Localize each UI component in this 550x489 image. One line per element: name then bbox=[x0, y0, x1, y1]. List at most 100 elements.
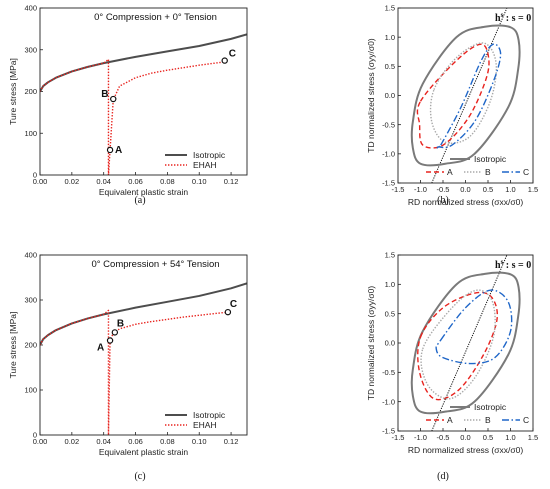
x-tick-label: 1.0 bbox=[505, 433, 515, 442]
point-marker-a bbox=[106, 337, 114, 344]
x-tick-label: 0.06 bbox=[128, 177, 143, 186]
point-marker-c bbox=[221, 57, 228, 64]
series-isotropic bbox=[410, 271, 521, 415]
point-label-b: B bbox=[101, 89, 108, 100]
x-tick-label: 0.08 bbox=[160, 437, 175, 446]
legend-label: Isotropic bbox=[193, 410, 226, 420]
x-tick-label: 0.10 bbox=[192, 177, 207, 186]
y-axis-label: Ture stress [MPa] bbox=[8, 58, 18, 125]
x-tick-label: 0.08 bbox=[160, 177, 175, 186]
x-tick-label: 0.5 bbox=[483, 185, 493, 194]
legend-label: C bbox=[523, 415, 529, 425]
x-tick-label: 0.04 bbox=[96, 437, 111, 446]
legend-label: Isotropic bbox=[193, 150, 226, 160]
plot-frame bbox=[397, 7, 534, 184]
y-tick-label: 0.5 bbox=[385, 309, 395, 318]
chart-title: 0° Compression + 0° Tension bbox=[94, 12, 217, 23]
point-marker-c bbox=[224, 308, 232, 316]
x-tick-label: 0.0 bbox=[460, 185, 470, 194]
point-marker-b bbox=[111, 329, 119, 336]
plot-area bbox=[40, 33, 247, 175]
plot-frame bbox=[39, 7, 248, 176]
x-tick-label: 0.06 bbox=[128, 437, 143, 446]
legend-label: A bbox=[447, 415, 453, 425]
y-tick-label: 300 bbox=[24, 45, 37, 54]
annotation: hs : s = 0 bbox=[495, 11, 531, 24]
legend-label: B bbox=[485, 167, 491, 177]
series-a bbox=[416, 43, 490, 149]
series-isotropic bbox=[40, 282, 247, 346]
y-axis-label: Ture stress [MPa] bbox=[8, 312, 18, 379]
reference-line bbox=[431, 8, 508, 183]
y-tick-label: 0 bbox=[33, 171, 37, 180]
x-tick-label: 0.02 bbox=[65, 177, 80, 186]
point-label-a: A bbox=[97, 343, 104, 354]
x-tick-label: 0.10 bbox=[192, 437, 207, 446]
y-tick-label: -0.5 bbox=[382, 368, 395, 377]
x-tick-label: 0.00 bbox=[33, 177, 48, 186]
y-tick-label: 300 bbox=[24, 296, 37, 305]
y-tick-label: 0 bbox=[33, 431, 37, 440]
y-tick-label: -0.5 bbox=[382, 120, 395, 129]
point-label-c: C bbox=[230, 299, 237, 310]
x-axis-label: Equivalent plastic strain bbox=[99, 187, 189, 197]
series-c bbox=[435, 289, 513, 365]
x-axis-label: RD normalized stress (σxx/σ0) bbox=[408, 197, 524, 207]
x-axis-label: RD normalized stress (σxx/σ0) bbox=[408, 445, 524, 455]
x-tick-label: -0.5 bbox=[437, 185, 450, 194]
x-tick-label: -0.5 bbox=[437, 433, 450, 442]
y-tick-label: 0.5 bbox=[385, 62, 395, 71]
series-isotropic bbox=[410, 24, 521, 167]
y-tick-label: -1.0 bbox=[382, 397, 395, 406]
series-a bbox=[417, 291, 499, 401]
y-tick-label: 1.0 bbox=[385, 280, 395, 289]
y-tick-label: -1.0 bbox=[382, 149, 395, 158]
y-tick-label: 0.0 bbox=[385, 91, 395, 100]
legend-label: EHAH bbox=[193, 160, 217, 170]
y-axis-label: TD normalized stress (σyy/σ0) bbox=[366, 38, 376, 153]
legend-label: Isotropic bbox=[474, 154, 507, 164]
panel-caption: (a) bbox=[134, 195, 145, 206]
y-tick-label: 100 bbox=[24, 386, 37, 395]
point-label-c: C bbox=[229, 49, 236, 60]
series-b bbox=[429, 42, 498, 144]
x-tick-label: 0.12 bbox=[224, 437, 239, 446]
plot-area bbox=[410, 8, 521, 183]
point-marker-b bbox=[110, 95, 117, 103]
legend-label: EHAH bbox=[193, 420, 217, 430]
x-tick-label: 1.5 bbox=[528, 185, 538, 194]
y-tick-label: -1.5 bbox=[382, 427, 395, 436]
x-tick-label: 1.0 bbox=[505, 185, 515, 194]
series-isotropic bbox=[40, 33, 247, 93]
x-tick-label: -1.0 bbox=[414, 433, 427, 442]
point-label-b: B bbox=[117, 318, 124, 329]
x-tick-label: 0.00 bbox=[33, 437, 48, 446]
x-tick-label: 0.04 bbox=[96, 177, 111, 186]
point-marker-a bbox=[106, 146, 114, 154]
y-tick-label: 0.0 bbox=[385, 339, 395, 348]
legend-label: Isotropic bbox=[474, 402, 507, 412]
series-b bbox=[420, 289, 496, 400]
y-tick-label: 400 bbox=[24, 4, 37, 13]
y-tick-label: 400 bbox=[24, 251, 37, 260]
x-tick-label: 0.12 bbox=[224, 177, 239, 186]
x-tick-label: -1.5 bbox=[392, 185, 405, 194]
panel-d: -1.5 -1.0 -0.5 0.0 0.5 1.0 1.5 -1.5 -1.0 -0.5 0.0 0… bbox=[366, 251, 538, 482]
y-tick-label: 200 bbox=[24, 87, 37, 96]
legend-label: A bbox=[447, 167, 453, 177]
x-tick-label: -1.0 bbox=[414, 185, 427, 194]
panel-a: 0.00 0.02 0.04 0.06 0.08 0.10 0.12 0 100 200 300 40… bbox=[8, 4, 248, 206]
annotation: hs : s = 0 bbox=[495, 258, 531, 271]
y-tick-label: -1.5 bbox=[382, 179, 395, 188]
x-tick-label: 0.0 bbox=[460, 433, 470, 442]
plot-area bbox=[410, 255, 521, 431]
x-tick-label: 1.5 bbox=[528, 433, 538, 442]
x-tick-label: 0.02 bbox=[65, 437, 80, 446]
y-tick-label: 200 bbox=[24, 341, 37, 350]
panel-caption: (c) bbox=[134, 471, 145, 482]
plot-frame bbox=[397, 254, 534, 432]
panel-b: -1.5 -1.0 -0.5 0.0 0.5 1.0 1.5 -1.5 -1.0 -0.5 0.0 0… bbox=[366, 4, 538, 207]
x-tick-label: -1.5 bbox=[392, 433, 405, 442]
x-tick-label: 0.5 bbox=[483, 433, 493, 442]
